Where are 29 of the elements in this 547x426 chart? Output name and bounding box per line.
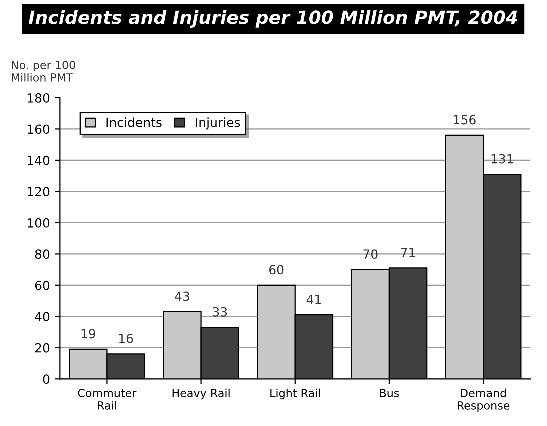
data-label: 60 (269, 265, 284, 275)
data-label: 33 (213, 307, 228, 317)
x-tick-label: Light Rail (270, 388, 320, 400)
y-tick-label: 80 (35, 250, 50, 260)
data-label: 70 (364, 250, 378, 260)
data-label: 131 (492, 154, 514, 164)
data-label: 19 (82, 329, 96, 339)
legend-label: Injuries (196, 118, 240, 130)
y-tick-label: 100 (28, 218, 50, 228)
x-tick-label: Commuter Rail (78, 389, 137, 410)
data-label: 16 (119, 334, 134, 344)
chart-title: Incidents and Injuries per 100 Million PMT, 2004 (28, 10, 518, 28)
y-tick-label: 180 (28, 93, 50, 103)
y-tick-label: 140 (28, 156, 50, 166)
y-axis-title: No. per 100 Million PMT (12, 61, 76, 82)
data-label: 43 (175, 292, 190, 302)
legend-label: Incidents (106, 118, 162, 128)
data-label: 41 (306, 295, 321, 304)
data-label: 71 (401, 248, 416, 258)
y-tick-label: 40 (35, 312, 50, 322)
y-tick-label: 160 (28, 124, 50, 134)
y-tick-label: 20 (35, 343, 50, 353)
y-tick-label: 120 (28, 187, 50, 197)
x-tick-label: Heavy Rail (172, 388, 230, 400)
x-tick-label: Bus (380, 389, 400, 398)
y-tick-label: 0 (43, 374, 50, 384)
y-tick-label: 60 (35, 280, 50, 290)
data-label: 156 (454, 115, 476, 125)
x-tick-label: Demand Response (458, 388, 510, 412)
